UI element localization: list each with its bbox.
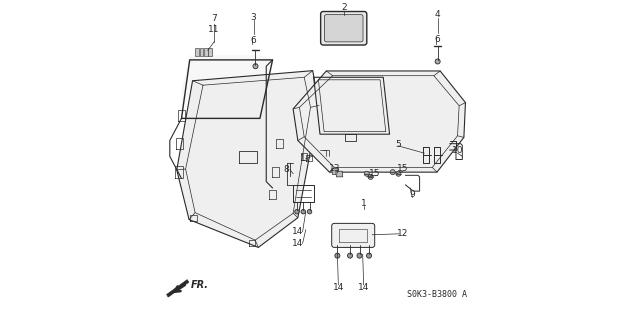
Text: 4: 4 bbox=[435, 10, 440, 19]
FancyBboxPatch shape bbox=[332, 223, 374, 248]
Text: 8: 8 bbox=[284, 165, 289, 174]
Text: 9: 9 bbox=[410, 190, 415, 199]
Circle shape bbox=[364, 171, 369, 176]
Text: 13: 13 bbox=[330, 164, 341, 173]
Circle shape bbox=[301, 210, 305, 214]
Circle shape bbox=[367, 253, 372, 258]
FancyBboxPatch shape bbox=[324, 15, 363, 42]
Text: 1: 1 bbox=[362, 199, 367, 208]
Circle shape bbox=[435, 59, 440, 64]
Text: 14: 14 bbox=[333, 283, 344, 292]
Text: 6: 6 bbox=[251, 36, 257, 45]
Polygon shape bbox=[166, 280, 189, 297]
Circle shape bbox=[253, 64, 258, 69]
Text: 15: 15 bbox=[397, 165, 408, 174]
Text: 14: 14 bbox=[358, 283, 369, 292]
Polygon shape bbox=[195, 48, 199, 56]
Circle shape bbox=[396, 171, 401, 176]
Text: 7: 7 bbox=[211, 14, 217, 23]
Text: 15: 15 bbox=[369, 169, 380, 178]
Circle shape bbox=[390, 170, 396, 175]
Text: 12: 12 bbox=[397, 229, 408, 238]
Text: 5: 5 bbox=[396, 140, 401, 149]
Text: 3: 3 bbox=[251, 13, 257, 22]
Text: 14: 14 bbox=[292, 239, 303, 248]
Text: 2: 2 bbox=[341, 3, 347, 12]
Text: 1: 1 bbox=[300, 154, 305, 163]
Text: 10: 10 bbox=[452, 146, 463, 155]
Polygon shape bbox=[293, 71, 465, 172]
Circle shape bbox=[294, 210, 299, 214]
Polygon shape bbox=[209, 48, 212, 56]
Circle shape bbox=[335, 253, 340, 258]
Text: 11: 11 bbox=[208, 25, 220, 34]
Polygon shape bbox=[177, 70, 319, 248]
Text: 14: 14 bbox=[292, 227, 303, 236]
Polygon shape bbox=[200, 48, 204, 56]
Circle shape bbox=[348, 253, 353, 258]
Polygon shape bbox=[182, 55, 273, 118]
Circle shape bbox=[368, 174, 373, 179]
Text: S0K3-B3800 A: S0K3-B3800 A bbox=[407, 290, 467, 299]
Polygon shape bbox=[336, 171, 343, 177]
Circle shape bbox=[307, 210, 312, 214]
Text: FR.: FR. bbox=[190, 280, 209, 290]
FancyBboxPatch shape bbox=[321, 11, 367, 45]
Text: 6: 6 bbox=[435, 35, 440, 44]
Polygon shape bbox=[204, 48, 208, 56]
Polygon shape bbox=[332, 169, 339, 174]
Circle shape bbox=[357, 253, 362, 258]
